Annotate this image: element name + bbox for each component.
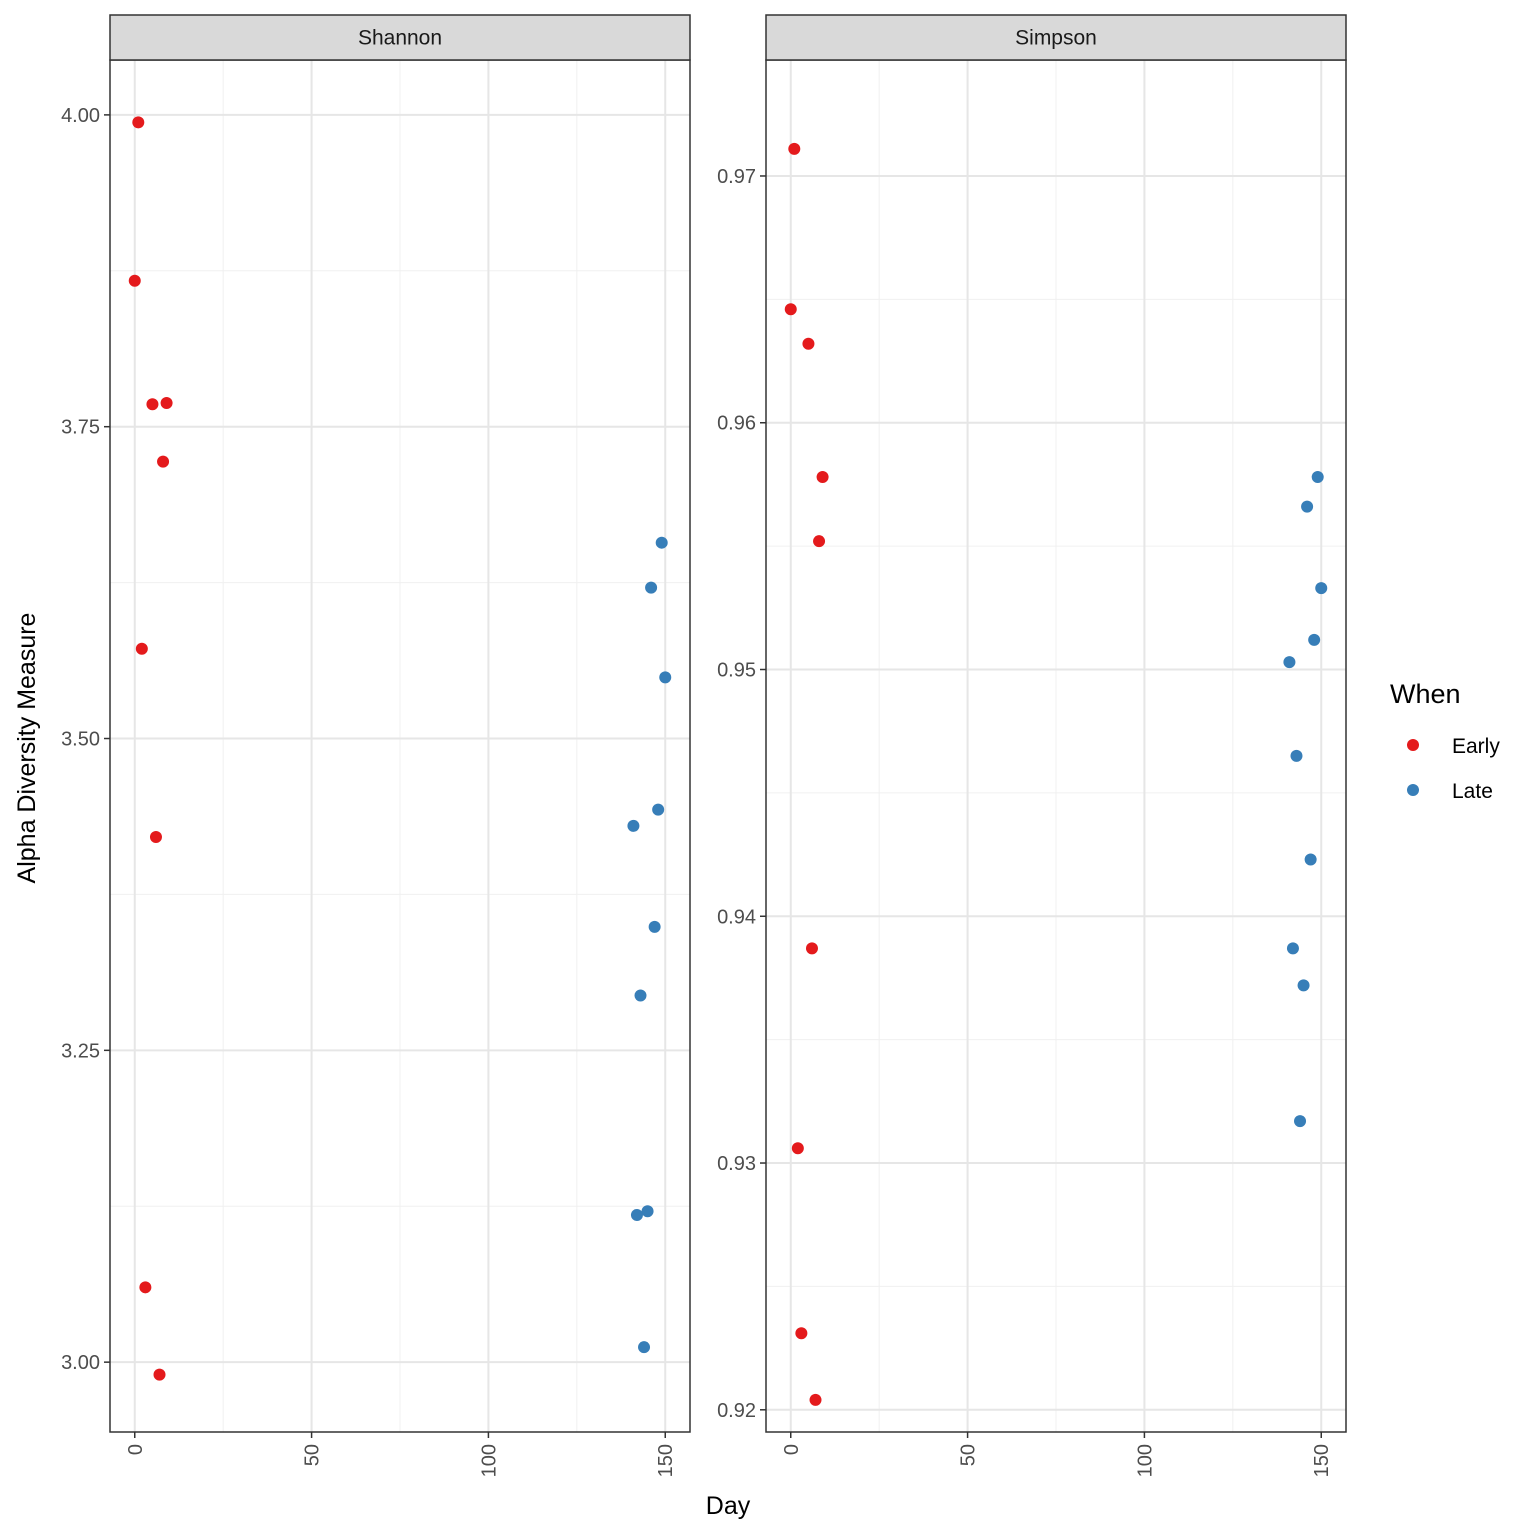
data-point-late <box>1294 1115 1307 1128</box>
y-tick-label: 3.75 <box>61 417 100 439</box>
y-tick-label: 0.97 <box>717 166 756 188</box>
data-point-late <box>1304 853 1317 866</box>
data-point-late <box>1311 471 1324 484</box>
data-point-early <box>153 1368 166 1381</box>
data-point-late <box>641 1205 654 1218</box>
series-early <box>784 142 829 1406</box>
y-tick-label: 0.94 <box>717 906 756 928</box>
data-point-early <box>791 1142 804 1155</box>
data-point-late <box>1297 979 1310 992</box>
data-point-late <box>655 536 668 549</box>
data-point-early <box>784 303 797 316</box>
series-late <box>627 536 672 1354</box>
data-point-late <box>659 671 672 684</box>
legend-key-early <box>1407 739 1419 751</box>
data-point-early <box>160 397 173 409</box>
x-tick-label: 100 <box>1134 1444 1156 1477</box>
data-point-late <box>1286 942 1299 955</box>
data-point-late <box>652 803 665 816</box>
facet-strip <box>109 14 691 61</box>
data-point-early <box>813 535 826 548</box>
x-tick-label: 50 <box>958 1444 980 1466</box>
data-point-early <box>128 274 141 287</box>
y-tick-label: 3.00 <box>61 1352 100 1374</box>
data-point-late <box>1308 633 1321 646</box>
facet-strip-label: Shannon <box>358 27 442 50</box>
facet-strip <box>765 14 1347 61</box>
x-tick-label: 50 <box>302 1444 324 1466</box>
data-point-early <box>139 1281 152 1294</box>
facet-panel-simpson: Simpson 0.92 0.93 0.94 0.95 0.96 0.97 0 50 100 150 <box>717 14 1347 1477</box>
x-tick-label: 0 <box>125 1444 147 1455</box>
series-late <box>1283 471 1328 1128</box>
legend-label-early: Early <box>1452 735 1500 758</box>
x-tick-label: 0 <box>781 1444 803 1455</box>
data-point-early <box>149 831 162 844</box>
y-tick-label: 3.50 <box>61 729 100 751</box>
data-point-late <box>627 819 640 832</box>
x-tick-label: 150 <box>655 1444 677 1477</box>
data-point-early <box>146 398 159 411</box>
data-point-early <box>788 142 801 155</box>
x-tick-label: 150 <box>1311 1444 1333 1477</box>
x-tick-label: 100 <box>478 1444 500 1477</box>
data-point-early <box>809 1393 822 1406</box>
facet-strip-label: Simpson <box>1015 27 1097 50</box>
y-tick-label: 3.25 <box>61 1040 100 1062</box>
y-tick-label: 0.93 <box>717 1153 756 1175</box>
data-point-late <box>630 1208 643 1221</box>
legend-title: When <box>1390 679 1461 709</box>
data-point-early <box>816 471 829 484</box>
legend: When Early Late <box>1390 679 1500 803</box>
data-point-late <box>648 920 661 933</box>
y-tick-label: 0.95 <box>717 660 756 682</box>
data-point-late <box>634 989 647 1002</box>
y-tick-label: 0.96 <box>717 413 756 435</box>
data-point-early <box>802 337 815 350</box>
data-point-late <box>1315 582 1328 595</box>
series-early <box>128 116 173 1381</box>
data-point-early <box>795 1327 808 1340</box>
legend-entries: Early Late <box>1407 735 1500 803</box>
y-axis-title: Alpha Diversity Measure <box>13 613 41 884</box>
data-point-late <box>638 1341 651 1354</box>
y-tick-label: 4.00 <box>61 105 100 127</box>
data-point-early <box>157 455 170 468</box>
data-point-late <box>1283 656 1296 669</box>
data-point-early <box>132 116 145 129</box>
data-point-late <box>1290 749 1303 762</box>
legend-key-late <box>1407 784 1419 796</box>
data-point-early <box>135 642 148 655</box>
data-point-late <box>1301 500 1314 513</box>
data-point-late <box>645 581 658 594</box>
data-point-early <box>805 942 818 955</box>
facet-panel-shannon: Shannon 3.00 3.25 3.50 3.75 4.00 0 50 100 150 <box>61 14 691 1477</box>
y-tick-label: 0.92 <box>717 1400 756 1422</box>
legend-label-late: Late <box>1452 780 1493 803</box>
x-axis-title: Day <box>706 1492 751 1520</box>
